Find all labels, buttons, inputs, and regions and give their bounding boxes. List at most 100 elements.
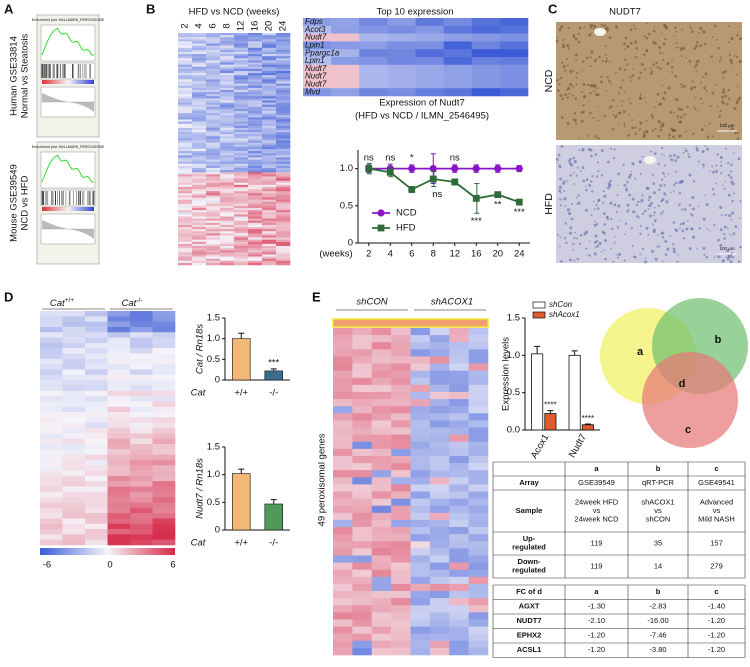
heatmap-cell <box>468 640 489 649</box>
heatmap-cell <box>276 210 291 213</box>
nucleus <box>651 115 654 119</box>
heatmap-cell <box>178 104 193 108</box>
heatmap-cell <box>468 583 489 592</box>
heatmap-cell <box>371 399 392 407</box>
nucleus <box>606 57 608 60</box>
heatmap-cell <box>192 254 207 257</box>
nucleus <box>727 41 730 44</box>
nucleus <box>695 146 698 149</box>
nucleus <box>664 239 668 243</box>
comparison-label: NCD vs HFD <box>20 175 31 230</box>
heatmap-cell <box>62 380 86 386</box>
heatmap-cell <box>371 441 392 450</box>
heatmap-cell <box>371 477 392 485</box>
point <box>472 194 480 202</box>
nucleus <box>631 126 634 130</box>
table-cell: -3.80 <box>649 645 666 654</box>
nucleus <box>581 69 584 71</box>
heatmap-cell <box>206 79 221 82</box>
nucleus <box>596 161 599 164</box>
table-cell: Down- <box>518 557 541 566</box>
heatmap-cell <box>234 94 249 97</box>
heatmap-cell <box>178 214 193 217</box>
nucleus <box>739 200 742 203</box>
heatmap-cell <box>248 254 263 257</box>
nucleus <box>729 176 733 179</box>
nucleus <box>635 46 639 50</box>
heatmap-cell <box>178 60 193 63</box>
heatmap-cell <box>220 212 235 215</box>
dataset-label: Mouse GSE39549 <box>9 164 20 242</box>
heatmap-cell <box>443 41 473 50</box>
heatmap-cell <box>234 136 249 139</box>
legend-marker <box>377 209 385 217</box>
heatmap-cell <box>234 252 249 255</box>
heatmap-cell <box>220 106 235 110</box>
nucleus <box>656 92 660 96</box>
heatmap-cell <box>206 70 221 74</box>
nucleus <box>581 147 585 151</box>
heatmap-cell <box>192 106 207 110</box>
heatmap-cell <box>391 548 411 556</box>
heatmap-cell <box>468 349 489 357</box>
heatmap-cell <box>410 612 431 620</box>
nucleus <box>653 219 657 223</box>
heatmap-cell <box>449 626 469 634</box>
heatmap-cell <box>468 569 489 578</box>
nucleus <box>701 163 705 167</box>
panel-label: C <box>548 1 558 16</box>
nucleus <box>653 206 656 209</box>
heatmap-cell <box>276 220 291 224</box>
nucleus <box>596 137 600 140</box>
heatmap-cell <box>192 210 207 213</box>
nucleus <box>695 63 699 67</box>
nucleus <box>716 105 719 108</box>
heatmap-cell <box>178 79 193 82</box>
heatmap-cell <box>371 647 392 656</box>
heatmap-cell <box>262 201 277 205</box>
heatmap-cell <box>471 88 501 97</box>
heatmap-cell <box>85 518 108 525</box>
heatmap-cell <box>333 391 353 400</box>
nucleus <box>639 172 642 175</box>
x-axis-label: (weeks) <box>319 249 352 260</box>
nucleus <box>717 238 720 242</box>
nucleus <box>607 182 611 186</box>
nucleus <box>691 80 694 83</box>
heatmap-cell <box>371 363 392 371</box>
heatmap-cell <box>130 332 153 338</box>
nucleus <box>674 74 677 78</box>
nucleus <box>573 112 577 115</box>
heatmap-cell <box>85 422 108 429</box>
nucleus <box>555 40 559 43</box>
nucleus <box>617 252 622 257</box>
heatmap-cell <box>192 47 207 51</box>
heatmap-cell <box>468 626 489 634</box>
heatmap-cell <box>192 92 207 95</box>
heatmap-cell <box>352 498 373 507</box>
bar <box>544 413 557 431</box>
heatmap-cell <box>192 170 207 173</box>
nucleus <box>711 187 715 191</box>
heatmap-cell <box>429 591 450 599</box>
heatmap-cell <box>331 25 360 34</box>
heatmap-cell <box>220 35 235 38</box>
heatmap-cell <box>192 157 207 160</box>
heatmap-cell <box>192 140 207 143</box>
nucleus <box>569 82 573 86</box>
heatmap-cell <box>206 138 221 141</box>
heatmap-cell <box>62 342 86 349</box>
heatmap-cell <box>352 356 373 364</box>
nucleus <box>730 234 733 237</box>
nucleus <box>680 107 684 111</box>
heatmap-cell <box>410 569 431 578</box>
heatmap-cell <box>352 427 373 435</box>
heatmap-cell <box>234 106 249 110</box>
nucleus <box>667 173 670 175</box>
nucleus <box>723 233 726 236</box>
nucleus <box>657 120 661 124</box>
heatmap-cell <box>178 100 193 103</box>
table-cell: 119 <box>591 538 603 547</box>
heatmap-cell <box>234 212 249 215</box>
heatmap-cell <box>387 18 416 27</box>
